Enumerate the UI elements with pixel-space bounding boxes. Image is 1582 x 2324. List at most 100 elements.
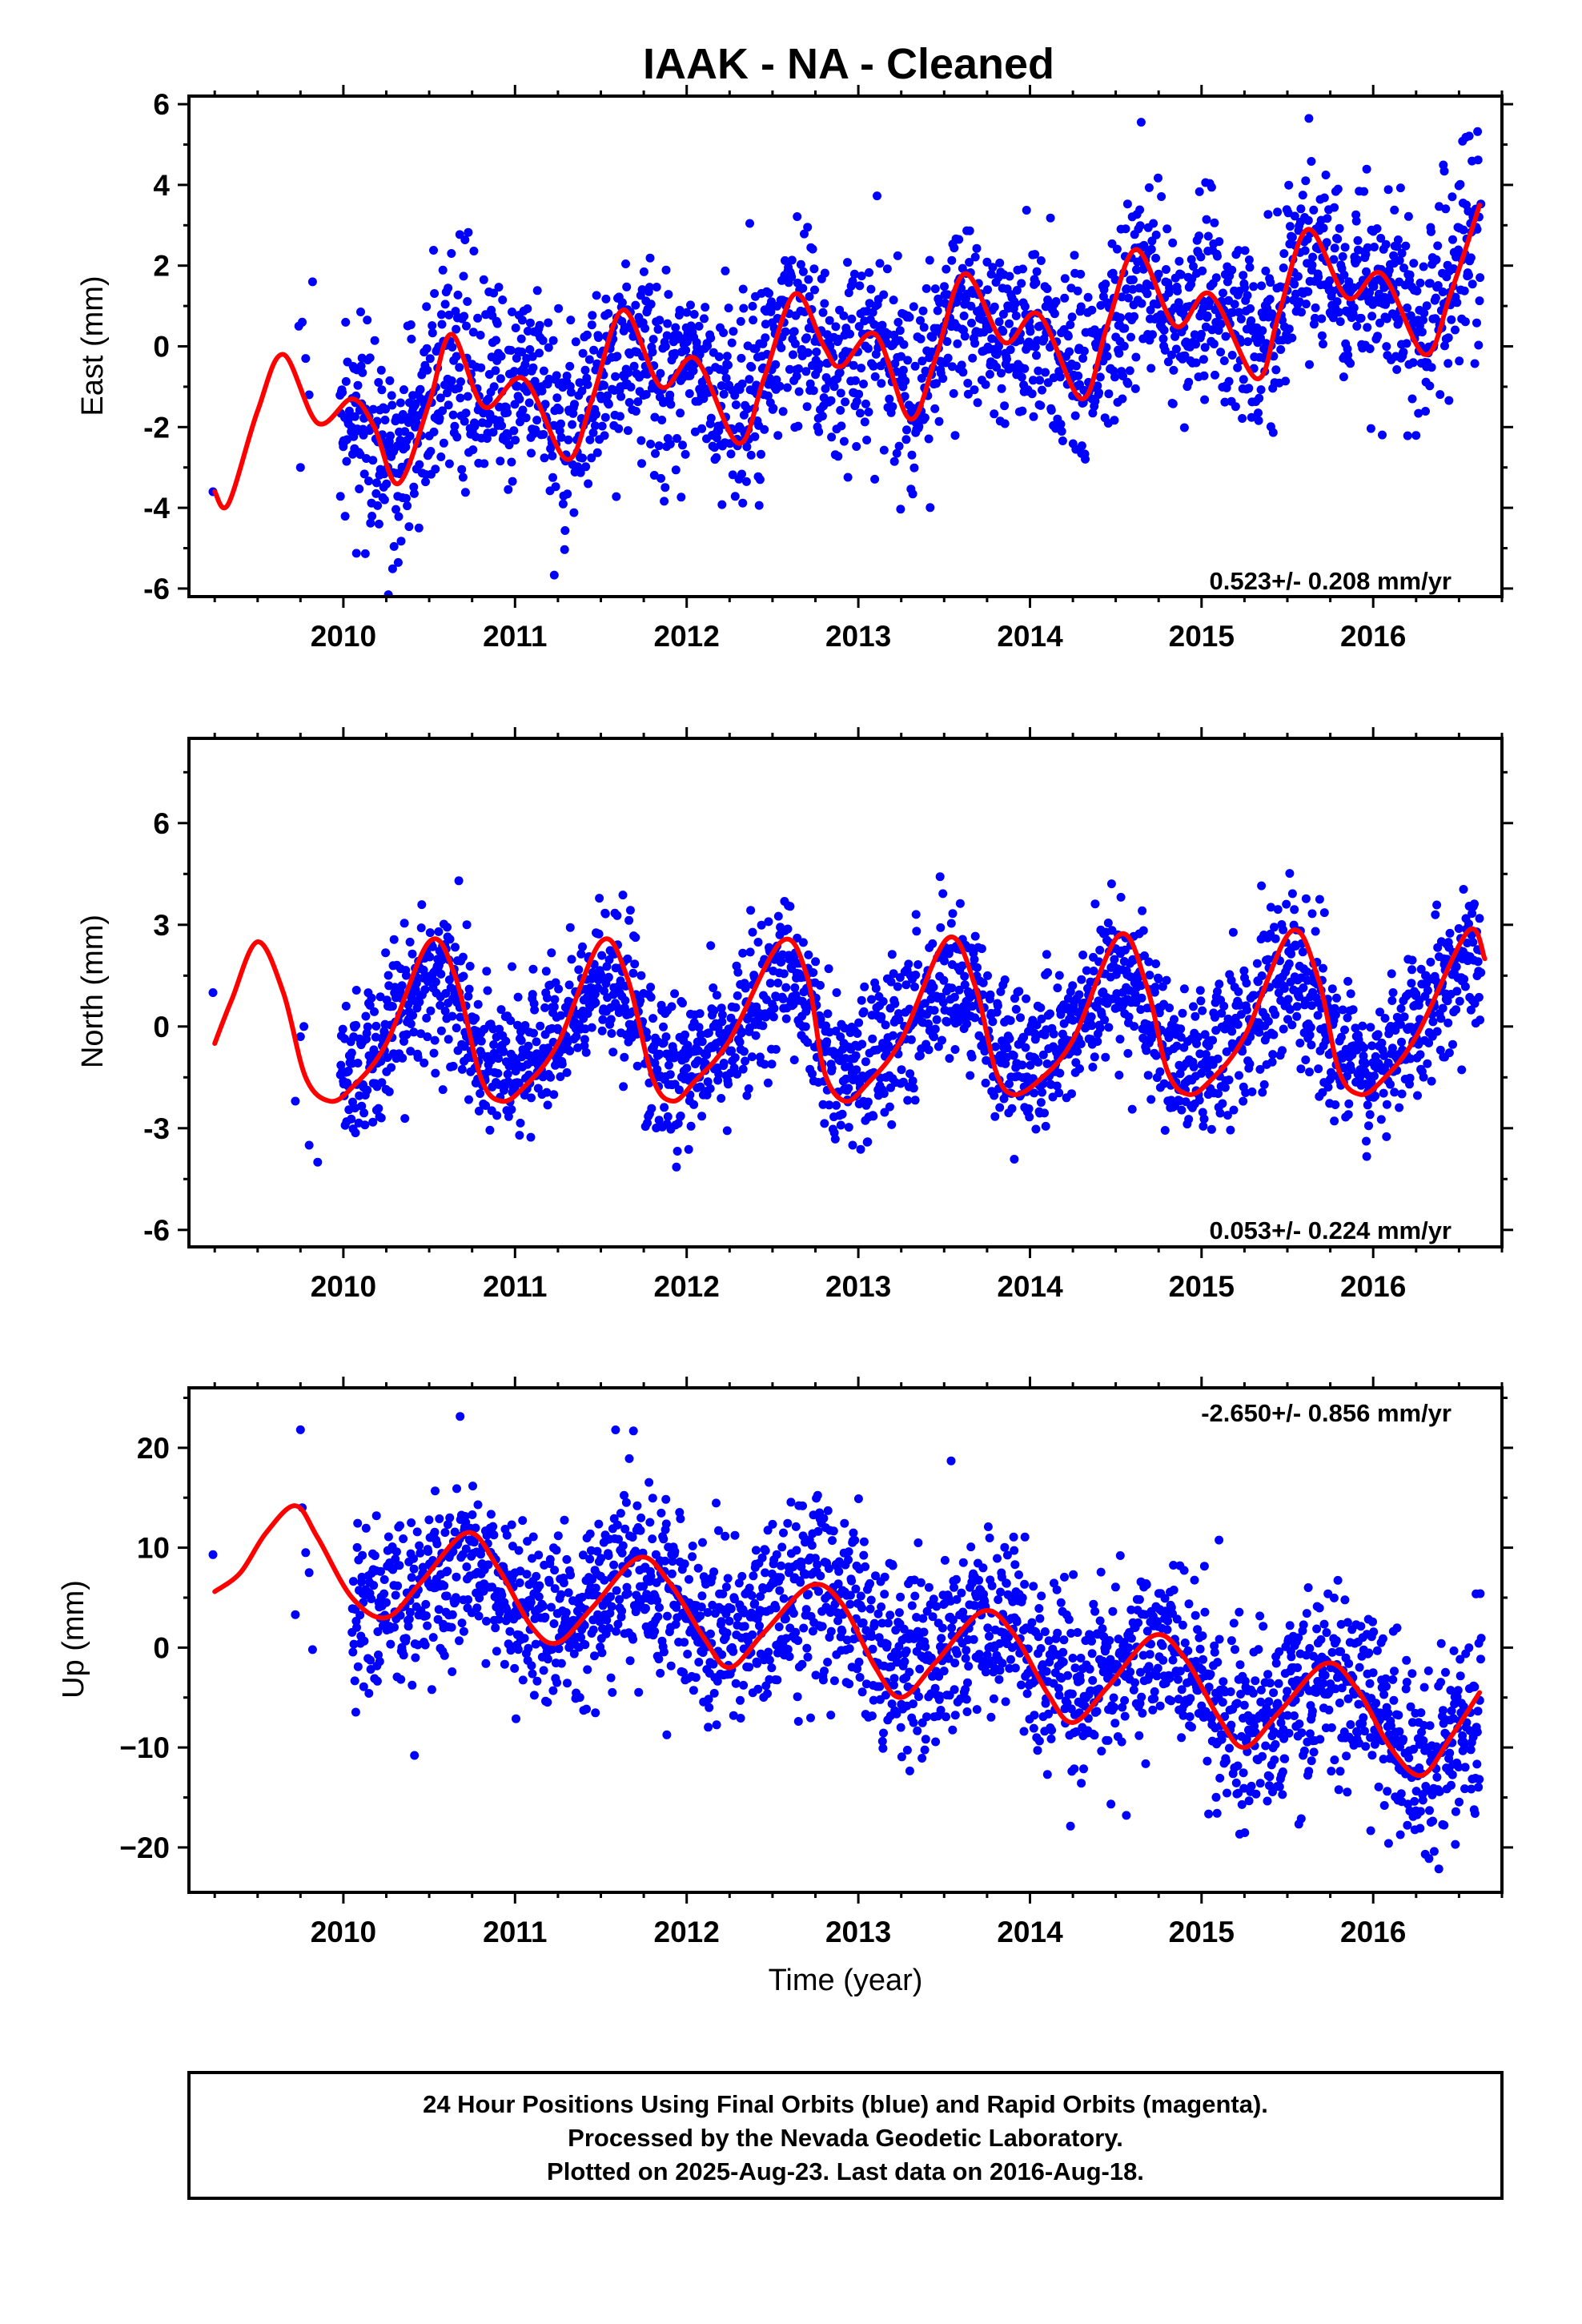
east-data-point bbox=[1032, 267, 1042, 276]
east-data-point bbox=[793, 212, 802, 221]
east-data-point bbox=[653, 324, 663, 334]
north-data-point bbox=[837, 1109, 847, 1119]
north-data-point bbox=[1468, 909, 1477, 919]
north-data-point bbox=[970, 1013, 980, 1023]
east-data-point bbox=[676, 408, 685, 418]
north-data-point bbox=[371, 1021, 381, 1031]
north-data-point bbox=[823, 1009, 833, 1019]
east-data-point bbox=[782, 383, 792, 392]
north-rate-label: 0.053+/- 0.224 mm/yr bbox=[1210, 1216, 1452, 1244]
east-data-point bbox=[343, 435, 351, 444]
east-data-point bbox=[994, 341, 1003, 351]
up-data-point bbox=[411, 1653, 420, 1663]
east-data-point bbox=[530, 376, 540, 386]
north-data-point bbox=[930, 1006, 939, 1015]
north-data-point bbox=[966, 1071, 975, 1080]
north-data-point bbox=[1443, 996, 1452, 1006]
east-data-point bbox=[604, 309, 613, 318]
north-data-point bbox=[587, 1023, 596, 1032]
north-data-point bbox=[1255, 1064, 1265, 1074]
east-data-point bbox=[504, 440, 514, 450]
east-data-point bbox=[436, 310, 446, 320]
east-data-point bbox=[506, 346, 516, 355]
north-data-point bbox=[504, 1077, 513, 1087]
east-data-point bbox=[421, 477, 430, 487]
east-data-point bbox=[1415, 278, 1425, 287]
up-data-point bbox=[401, 1634, 411, 1643]
north-data-point bbox=[970, 955, 979, 964]
north-data-point bbox=[686, 1121, 696, 1131]
north-data-point bbox=[1032, 1020, 1042, 1030]
north-data-point bbox=[1222, 1047, 1231, 1056]
east-data-point bbox=[794, 364, 803, 373]
east-data-point bbox=[781, 327, 790, 336]
east-data-point bbox=[656, 473, 665, 483]
east-data-point bbox=[1076, 302, 1086, 312]
east-data-point bbox=[1392, 365, 1402, 374]
up-data-point bbox=[349, 1639, 359, 1649]
north-data-point bbox=[415, 997, 424, 1007]
north-data-point bbox=[1076, 1039, 1086, 1048]
east-data-point bbox=[1174, 256, 1184, 266]
north-data-point bbox=[948, 909, 958, 919]
east-data-point bbox=[382, 479, 391, 489]
north-data-point bbox=[347, 1114, 356, 1124]
north-data-point bbox=[1444, 1048, 1454, 1058]
east-data-point bbox=[428, 328, 437, 338]
east-data-point bbox=[966, 301, 976, 311]
north-y-tick-label: 6 bbox=[153, 807, 170, 840]
up-data-point bbox=[373, 1627, 383, 1636]
east-data-point bbox=[1163, 357, 1173, 367]
east-data-point bbox=[540, 453, 549, 463]
north-data-point bbox=[783, 924, 793, 934]
north-data-point bbox=[738, 1064, 748, 1074]
north-data-point bbox=[1457, 1065, 1467, 1075]
north-data-point bbox=[516, 1118, 525, 1128]
east-data-point bbox=[409, 482, 419, 492]
east-data-point bbox=[535, 348, 544, 358]
north-data-point bbox=[1078, 951, 1088, 959]
north-data-point bbox=[928, 939, 938, 948]
north-data-point bbox=[1376, 1115, 1386, 1124]
east-data-point bbox=[901, 435, 911, 444]
north-data-point bbox=[1124, 1012, 1134, 1022]
east-data-point bbox=[1220, 397, 1230, 407]
north-data-point bbox=[910, 982, 919, 991]
north-data-point bbox=[1083, 983, 1092, 993]
east-data-point bbox=[406, 320, 416, 329]
north-data-point bbox=[778, 994, 788, 1003]
east-data-point bbox=[1323, 214, 1332, 223]
north-data-point bbox=[1377, 1038, 1387, 1047]
east-data-point bbox=[425, 354, 435, 364]
east-data-point bbox=[516, 334, 526, 344]
north-data-point bbox=[1055, 1068, 1065, 1078]
north-data-point bbox=[992, 1007, 1002, 1017]
east-data-point bbox=[1339, 372, 1348, 382]
up-data-point bbox=[435, 1514, 444, 1523]
east-data-point bbox=[590, 421, 600, 431]
up-data-point bbox=[379, 1589, 389, 1598]
east-data-point bbox=[1394, 317, 1403, 327]
east-data-point bbox=[1439, 167, 1449, 176]
east-data-point bbox=[1119, 341, 1129, 351]
east-data-point bbox=[725, 439, 735, 448]
east-data-point bbox=[535, 320, 544, 330]
north-data-point bbox=[504, 1112, 513, 1121]
north-data-point bbox=[1423, 1059, 1432, 1068]
up-data-point bbox=[367, 1594, 376, 1603]
north-data-point bbox=[905, 1069, 915, 1079]
east-data-point bbox=[763, 391, 773, 400]
north-data-point bbox=[1154, 975, 1163, 983]
north-data-point bbox=[1387, 996, 1397, 1005]
north-data-point bbox=[1224, 1076, 1234, 1084]
north-data-point bbox=[816, 980, 825, 990]
east-data-point bbox=[459, 271, 468, 281]
north-data-point bbox=[1359, 1043, 1369, 1052]
north-data-point bbox=[744, 1084, 753, 1093]
east-data-point bbox=[724, 360, 733, 370]
east-data-point bbox=[1200, 343, 1210, 352]
east-data-point bbox=[1382, 314, 1391, 324]
east-data-point bbox=[508, 476, 517, 486]
north-data-point bbox=[417, 900, 427, 910]
